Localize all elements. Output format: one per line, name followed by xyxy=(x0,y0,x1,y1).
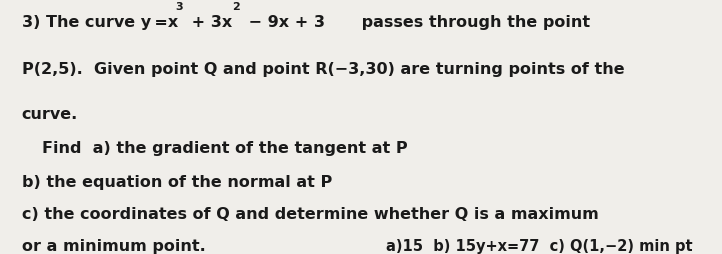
Text: curve.: curve. xyxy=(22,106,78,121)
Text: a)15  b) 15y+x=77  c) Q(1,−2) min pt: a)15 b) 15y+x=77 c) Q(1,−2) min pt xyxy=(386,238,693,253)
Text: or a minimum point.: or a minimum point. xyxy=(22,238,206,253)
Text: 3) The curve y =x: 3) The curve y =x xyxy=(22,15,178,30)
Text: + 3x: + 3x xyxy=(186,15,232,30)
Text: 2: 2 xyxy=(232,2,240,12)
Text: passes through the point: passes through the point xyxy=(356,15,590,30)
Text: P(2,5).  Given point Q and point R(−3,30) are turning points of the: P(2,5). Given point Q and point R(−3,30)… xyxy=(22,62,625,77)
Text: Find  a) the gradient of the tangent at P: Find a) the gradient of the tangent at P xyxy=(42,140,407,155)
Text: 3: 3 xyxy=(175,2,183,12)
Text: − 9x + 3: − 9x + 3 xyxy=(243,15,325,30)
Text: b) the equation of the normal at P: b) the equation of the normal at P xyxy=(22,175,332,190)
Text: c) the coordinates of Q and determine whether Q is a maximum: c) the coordinates of Q and determine wh… xyxy=(22,207,599,221)
